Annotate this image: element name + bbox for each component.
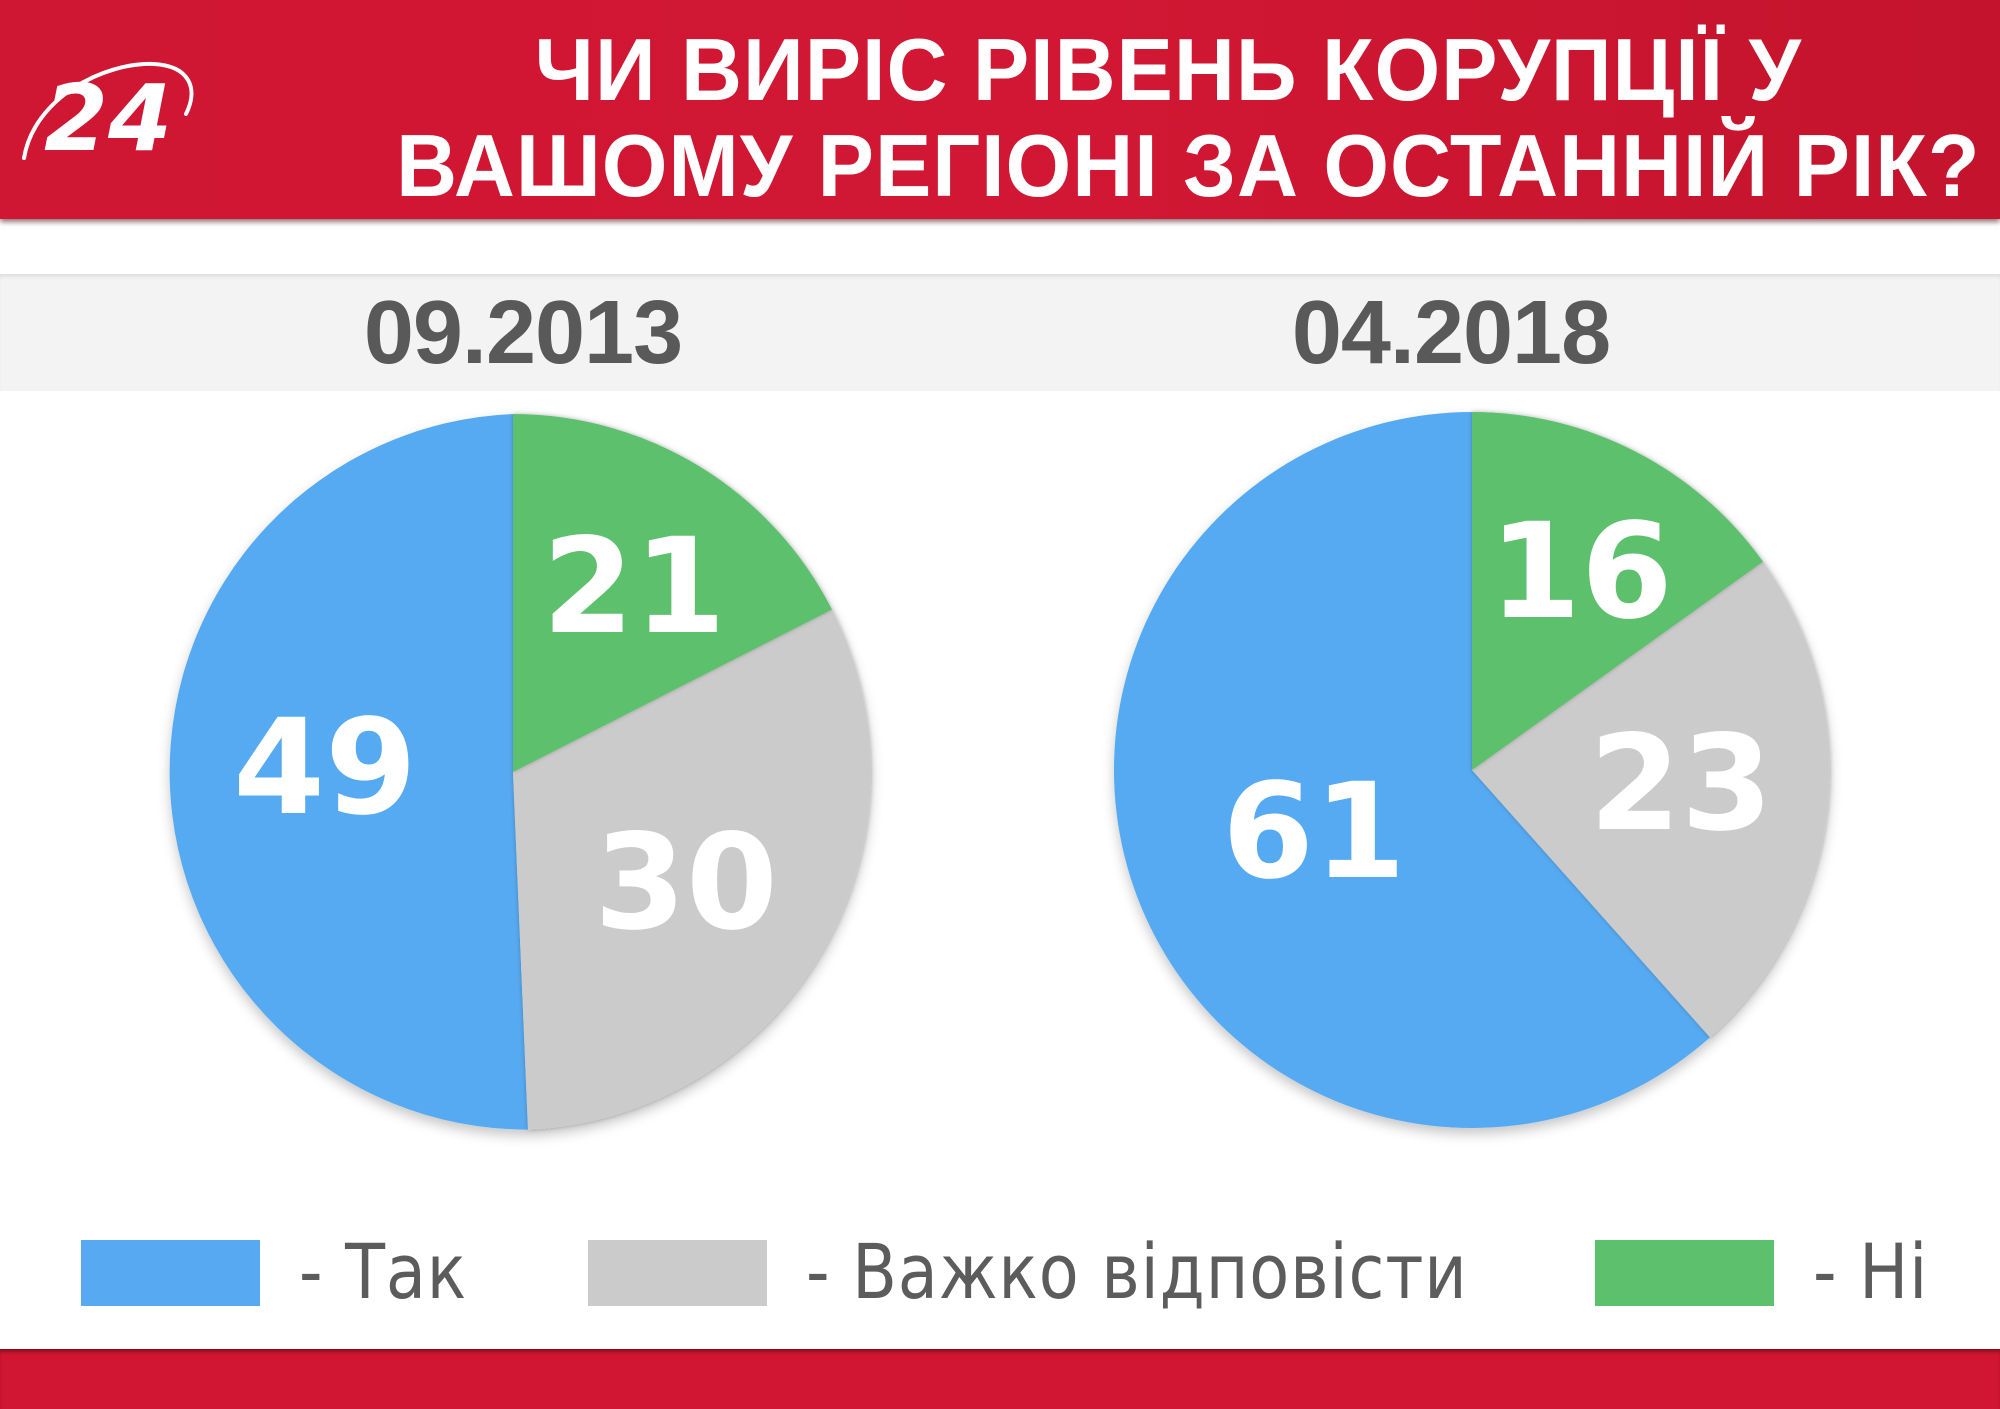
slice-hard-to-say-2018 [1472,561,1830,1038]
legend-label-hard-to-say: - Важко відповісти [806,1227,1468,1316]
legend: - Так - Важко відповісти - Ні [0,1232,2000,1312]
legend-swatch-no [1595,1240,1774,1306]
legend-label-yes: - Так [299,1227,468,1316]
label-no-2018: 16 [1489,495,1673,649]
legend-swatch-hard-to-say [588,1240,767,1306]
title-line-2: ВАШОМУ РЕГІОНІ ЗА ОСТАННІЙ РІК? [396,116,1981,215]
slice-hard-to-say-2013 [513,609,872,1130]
pie-2013 [169,413,872,1130]
label-hard-to-say-2018: 23 [1589,707,1773,861]
date-band [0,274,2000,391]
slice-yes-2018 [1113,412,1710,1128]
label-yes-2013: 49 [233,691,417,845]
slice-yes-2013 [169,414,528,1130]
page-title: ЧИ ВИРІС РІВЕНЬ КОРУПЦІЇ У ВАШОМУ РЕГІОН… [262,22,1990,214]
label-hard-to-say-2013: 30 [594,806,778,960]
pie-date-2013: 09.2013 [363,283,683,383]
legend-label-no: - Ні [1813,1227,1929,1316]
slice-no-2018 [1472,412,1763,770]
legend-swatch-yes [81,1240,260,1306]
channel-24-logo-icon: 24 [22,61,194,170]
slice-no-2013 [513,413,832,772]
footer-bar [0,1349,2000,1409]
pie-2018 [1113,412,1830,1128]
title-line-1: ЧИ ВИРІС РІВЕНЬ КОРУПЦІЇ У [534,20,1802,119]
logo-text: 24 [44,65,172,170]
pie-date-2018: 04.2018 [1291,283,1611,383]
label-no-2013: 21 [542,510,726,664]
label-yes-2018: 61 [1222,755,1406,909]
header-banner: 24 ЧИ ВИРІС РІВЕНЬ КОРУПЦІЇ У ВАШОМУ РЕГ… [0,0,2000,219]
